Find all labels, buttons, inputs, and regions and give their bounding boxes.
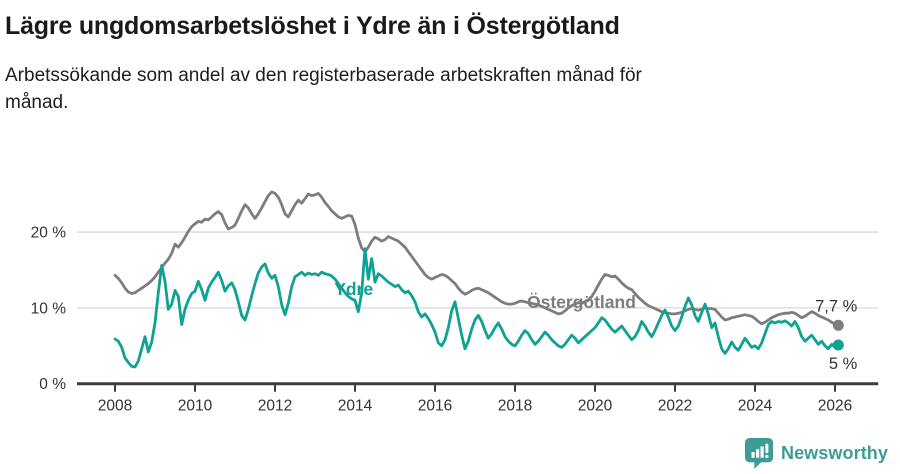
end-value-label: 5 % <box>829 355 858 373</box>
series-line-ydre <box>113 247 840 369</box>
x-axis-tick-label: 2016 <box>418 398 452 415</box>
newsworthy-brand: Newsworthy <box>744 437 888 469</box>
x-axis-tick-label: 2018 <box>498 398 532 415</box>
newsworthy-logo-icon <box>744 438 774 469</box>
page-title: Lägre ungdomsarbetslöshet i Ydre än i Ös… <box>5 12 620 40</box>
x-axis-tick-label: 2010 <box>178 398 213 415</box>
x-axis-tick-label: 2012 <box>258 398 292 415</box>
series-label-östergötland: Östergötland <box>527 292 636 312</box>
exclamation-icon <box>765 443 769 459</box>
mini-bar-chart-icon <box>751 446 764 458</box>
x-axis-tick-label: 2014 <box>338 398 373 415</box>
x-axis-tick-label: 2008 <box>98 398 132 415</box>
x-axis-tick-label: 2020 <box>578 398 613 415</box>
series-label-ydre: Ydre <box>334 279 373 299</box>
x-axis-tick-label: 2022 <box>658 398 692 415</box>
line-chart: 0 % 10 % 20 % 2008 2010 2012 2014 2016 2018 2020 2… <box>31 190 879 415</box>
series-line-östergötland <box>113 190 840 327</box>
y-axis-tick-label: 10 % <box>31 300 67 317</box>
y-axis-tick-label: 0 % <box>39 376 66 393</box>
series-end-dot-ydre <box>832 339 844 351</box>
end-value-label: 7,7 % <box>815 297 858 315</box>
brand-name: Newsworthy <box>780 442 888 463</box>
series-end-dot-östergötland <box>832 319 844 331</box>
chart-subtitle: Arbetssökande som andel av den registerb… <box>5 65 642 113</box>
chart-header: Lägre ungdomsarbetslöshet i Ydre än i Ös… <box>0 0 900 117</box>
x-axis-tick-label: 2026 <box>818 398 852 415</box>
x-axis-tick-label: 2024 <box>738 398 773 415</box>
y-axis-tick-label: 20 % <box>31 224 67 241</box>
